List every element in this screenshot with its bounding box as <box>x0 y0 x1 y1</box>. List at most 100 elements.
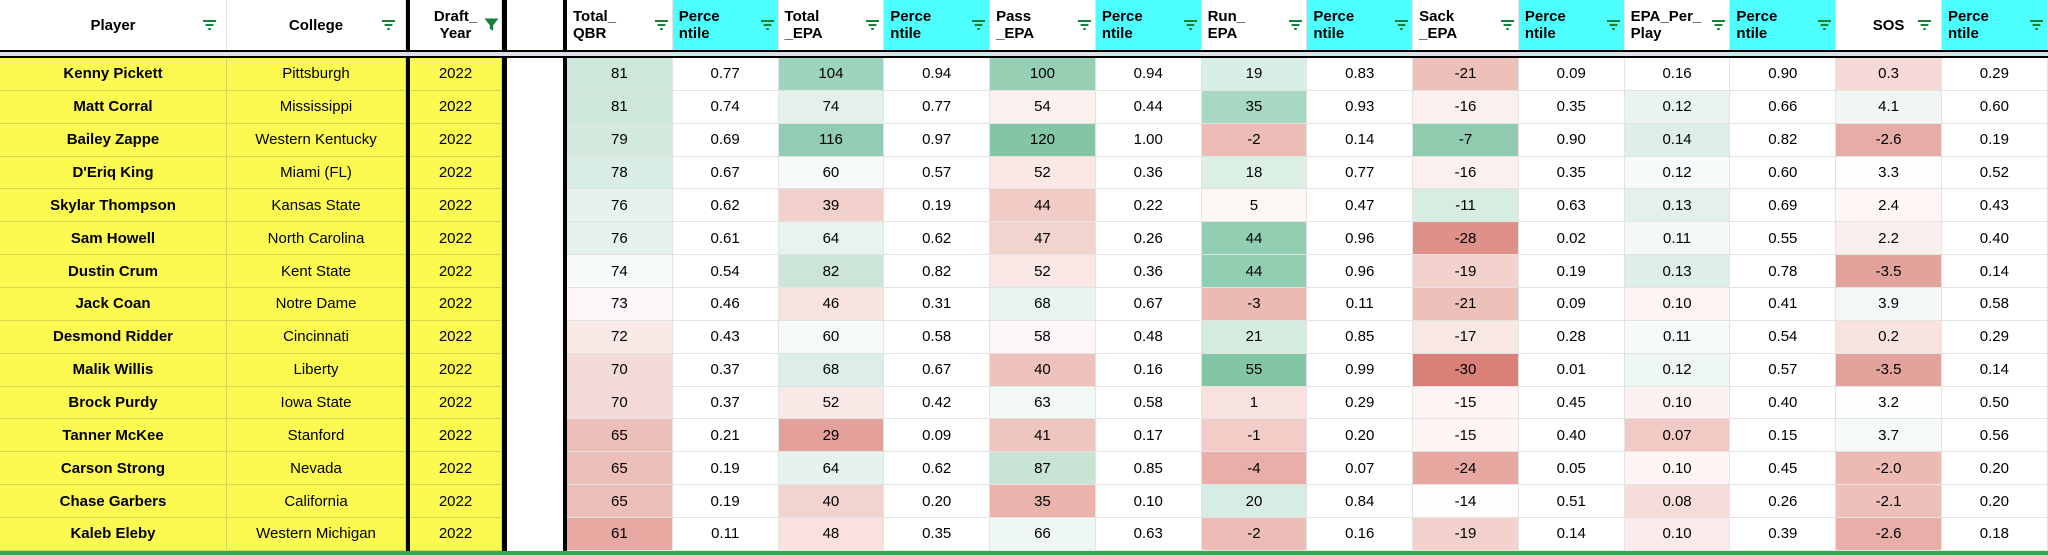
cell-total_epa[interactable]: 60 <box>778 156 885 190</box>
cell-sack_epa_percentile[interactable]: 0.05 <box>1518 452 1625 486</box>
cell-sack_epa_percentile[interactable]: 0.09 <box>1518 58 1625 91</box>
cell-run_epa_percentile[interactable]: 0.29 <box>1307 386 1414 420</box>
cell-run_epa_percentile[interactable]: 0.47 <box>1307 189 1414 223</box>
cell-player[interactable]: Dustin Crum <box>0 255 227 289</box>
cell-pass_epa[interactable]: 66 <box>990 518 1096 551</box>
cell-total_qbr_percentile[interactable]: 0.37 <box>672 353 779 387</box>
cell-total_epa_percentile[interactable]: 0.19 <box>884 189 991 223</box>
cell-sack_epa[interactable]: -24 <box>1413 452 1519 486</box>
cell-run_epa_percentile[interactable]: 0.85 <box>1307 320 1414 354</box>
cell-sos_percentile[interactable]: 0.56 <box>1941 419 2048 453</box>
cell-pass_epa[interactable]: 35 <box>990 485 1096 519</box>
cell-run_epa[interactable]: -1 <box>1201 419 1308 453</box>
cell-player[interactable]: Jack Coan <box>0 288 227 321</box>
cell-sack_epa[interactable]: -17 <box>1413 320 1519 354</box>
cell-sos_percentile[interactable]: 0.14 <box>1941 353 2048 387</box>
cell-run_epa_percentile[interactable]: 0.07 <box>1307 452 1414 486</box>
cell-sack_epa_percentile[interactable]: 0.90 <box>1518 123 1625 157</box>
cell-sos[interactable]: -2.6 <box>1836 123 1942 157</box>
cell-sos[interactable]: -2.6 <box>1836 518 1942 551</box>
cell-pass_epa_percentile[interactable]: 0.67 <box>1095 288 1202 321</box>
cell-sack_epa[interactable]: -15 <box>1413 419 1519 453</box>
cell-draft-year[interactable]: 2022 <box>410 255 502 289</box>
cell-pass_epa_percentile[interactable]: 0.85 <box>1095 452 1202 486</box>
cell-pass_epa_percentile[interactable]: 0.36 <box>1095 156 1202 190</box>
cell-run_epa[interactable]: -2 <box>1201 123 1308 157</box>
cell-pass_epa_percentile[interactable]: 0.10 <box>1095 485 1202 519</box>
cell-total_qbr[interactable]: 76 <box>567 189 673 223</box>
cell-sack_epa[interactable]: -21 <box>1413 58 1519 91</box>
cell-sos[interactable]: 2.4 <box>1836 189 1942 223</box>
cell-draft-year[interactable]: 2022 <box>410 452 502 486</box>
cell-college[interactable]: Liberty <box>227 353 406 387</box>
cell-sack_epa[interactable]: -7 <box>1413 123 1519 157</box>
cell-draft-year[interactable]: 2022 <box>410 288 502 321</box>
filter-lines-icon[interactable] <box>1817 18 1832 32</box>
cell-college[interactable]: Iowa State <box>227 386 406 420</box>
cell-draft-year[interactable]: 2022 <box>410 156 502 190</box>
cell-draft-year[interactable]: 2022 <box>410 485 502 519</box>
cell-college[interactable]: Cincinnati <box>227 320 406 354</box>
cell-college[interactable]: Notre Dame <box>227 288 406 321</box>
cell-total_epa_percentile[interactable]: 0.62 <box>884 452 991 486</box>
cell-total_qbr[interactable]: 79 <box>567 123 673 157</box>
cell-total_qbr[interactable]: 65 <box>567 485 673 519</box>
cell-epa_per_play_percentile[interactable]: 0.60 <box>1730 156 1837 190</box>
cell-draft-year[interactable]: 2022 <box>410 222 502 256</box>
cell-total_qbr[interactable]: 65 <box>567 419 673 453</box>
cell-run_epa_percentile[interactable]: 0.77 <box>1307 156 1414 190</box>
cell-pass_epa[interactable]: 47 <box>990 222 1096 256</box>
cell-total_qbr_percentile[interactable]: 0.67 <box>672 156 779 190</box>
cell-player[interactable]: Desmond Ridder <box>0 320 227 354</box>
cell-sack_epa_percentile[interactable]: 0.02 <box>1518 222 1625 256</box>
cell-draft-year[interactable]: 2022 <box>410 90 502 124</box>
cell-epa_per_play[interactable]: 0.07 <box>1624 419 1731 453</box>
cell-run_epa_percentile[interactable]: 0.96 <box>1307 222 1414 256</box>
cell-total_epa_percentile[interactable]: 0.09 <box>884 419 991 453</box>
cell-draft-year[interactable]: 2022 <box>410 123 502 157</box>
filter-lines-icon[interactable] <box>654 18 669 32</box>
cell-epa_per_play[interactable]: 0.14 <box>1624 123 1731 157</box>
cell-total_epa[interactable]: 64 <box>778 452 885 486</box>
cell-sos_percentile[interactable]: 0.20 <box>1941 452 2048 486</box>
cell-total_qbr_percentile[interactable]: 0.69 <box>672 123 779 157</box>
cell-total_epa_percentile[interactable]: 0.82 <box>884 255 991 289</box>
cell-sos[interactable]: 0.2 <box>1836 320 1942 354</box>
cell-epa_per_play_percentile[interactable]: 0.82 <box>1730 123 1837 157</box>
cell-total_qbr[interactable]: 74 <box>567 255 673 289</box>
cell-total_qbr[interactable]: 73 <box>567 288 673 321</box>
cell-total_qbr_percentile[interactable]: 0.43 <box>672 320 779 354</box>
cell-total_qbr_percentile[interactable]: 0.37 <box>672 386 779 420</box>
cell-pass_epa_percentile[interactable]: 0.16 <box>1095 353 1202 387</box>
cell-player[interactable]: Carson Strong <box>0 452 227 486</box>
cell-college[interactable]: Western Michigan <box>227 518 406 551</box>
cell-sos_percentile[interactable]: 0.18 <box>1941 518 2048 551</box>
cell-run_epa_percentile[interactable]: 0.99 <box>1307 353 1414 387</box>
cell-pass_epa[interactable]: 44 <box>990 189 1096 223</box>
cell-sack_epa[interactable]: -11 <box>1413 189 1519 223</box>
cell-total_epa[interactable]: 82 <box>778 255 885 289</box>
cell-sos[interactable]: -3.5 <box>1836 255 1942 289</box>
cell-total_qbr_percentile[interactable]: 0.77 <box>672 58 779 91</box>
cell-run_epa[interactable]: -4 <box>1201 452 1308 486</box>
cell-pass_epa[interactable]: 100 <box>990 58 1096 91</box>
cell-sos[interactable]: 3.2 <box>1836 386 1942 420</box>
cell-sack_epa[interactable]: -30 <box>1413 353 1519 387</box>
cell-total_epa_percentile[interactable]: 0.67 <box>884 353 991 387</box>
filter-lines-icon[interactable] <box>1917 18 1932 32</box>
filter-lines-icon[interactable] <box>1288 18 1303 32</box>
cell-college[interactable]: North Carolina <box>227 222 406 256</box>
cell-total_epa_percentile[interactable]: 0.58 <box>884 320 991 354</box>
cell-sack_epa[interactable]: -21 <box>1413 288 1519 321</box>
cell-total_epa[interactable]: 29 <box>778 419 885 453</box>
cell-player[interactable]: Bailey Zappe <box>0 123 227 157</box>
cell-player[interactable]: Kenny Pickett <box>0 58 227 91</box>
cell-total_qbr_percentile[interactable]: 0.61 <box>672 222 779 256</box>
cell-total_epa[interactable]: 74 <box>778 90 885 124</box>
cell-college[interactable]: Miami (FL) <box>227 156 406 190</box>
cell-epa_per_play[interactable]: 0.10 <box>1624 386 1731 420</box>
cell-epa_per_play_percentile[interactable]: 0.55 <box>1730 222 1837 256</box>
cell-sos_percentile[interactable]: 0.43 <box>1941 189 2048 223</box>
cell-sack_epa_percentile[interactable]: 0.19 <box>1518 255 1625 289</box>
cell-epa_per_play[interactable]: 0.12 <box>1624 90 1731 124</box>
